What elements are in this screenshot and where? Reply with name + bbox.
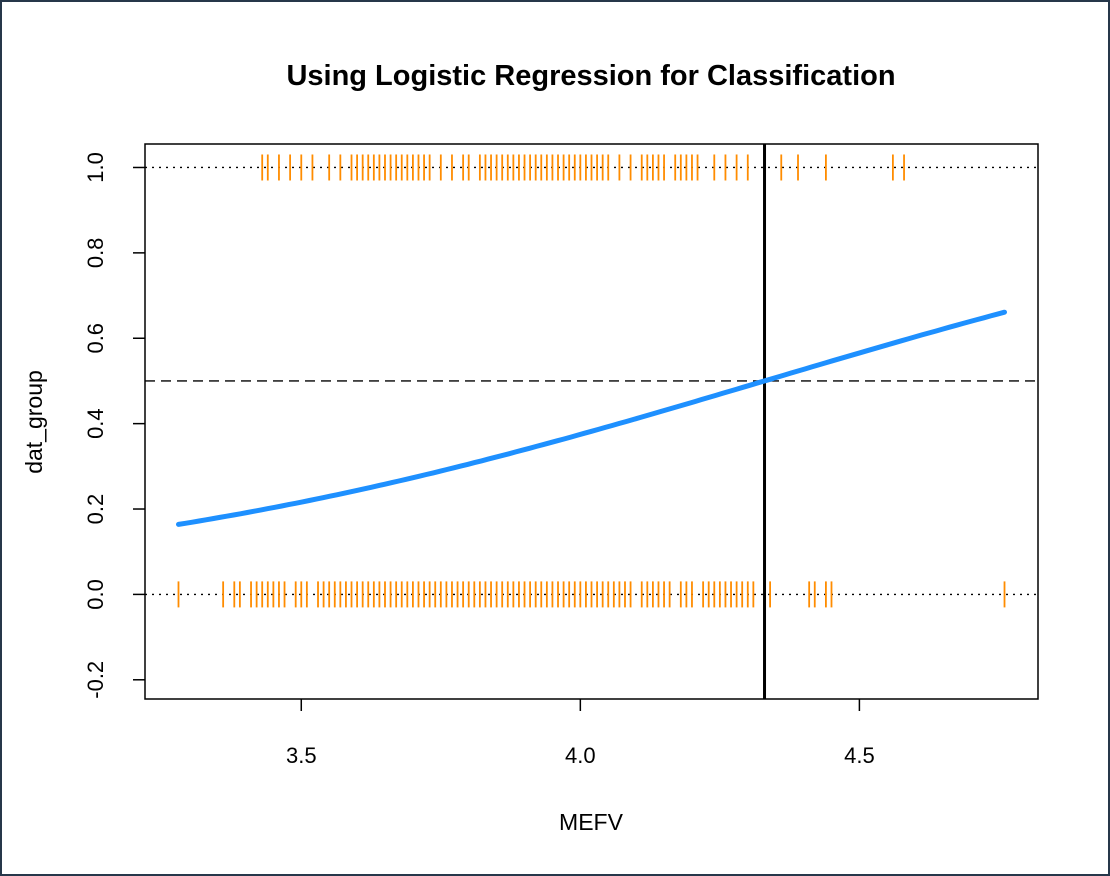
y-tick-label: 0.2 [83, 494, 108, 525]
rug-marks [177, 154, 1006, 608]
reference-lines [145, 144, 1038, 699]
y-tick-label: 0.6 [83, 323, 108, 354]
x-tick-label: 3.5 [286, 743, 317, 768]
logistic-curve [176, 309, 1007, 527]
y-tick-label: -0.2 [83, 661, 108, 699]
y-tick-label: 0.4 [83, 408, 108, 439]
y-axis-label: dat_group [21, 370, 47, 474]
x-tick-label: 4.0 [565, 743, 596, 768]
y-tick-label: 0.8 [83, 238, 108, 269]
y-tick-label: 1.0 [83, 152, 108, 183]
axes: 3.5 4.0 4.5 -0.2 0.0 0.2 0.4 0.6 0.8 1.0 [83, 143, 1039, 768]
plot-frame [144, 143, 1039, 700]
x-axis-label: MEFV [559, 809, 624, 835]
logistic-curve-layer [176, 309, 1007, 527]
y-tick-label: 0.0 [83, 579, 108, 610]
chart-title: Using Logistic Regression for Classifica… [286, 60, 895, 92]
x-tick-label: 4.5 [844, 743, 875, 768]
